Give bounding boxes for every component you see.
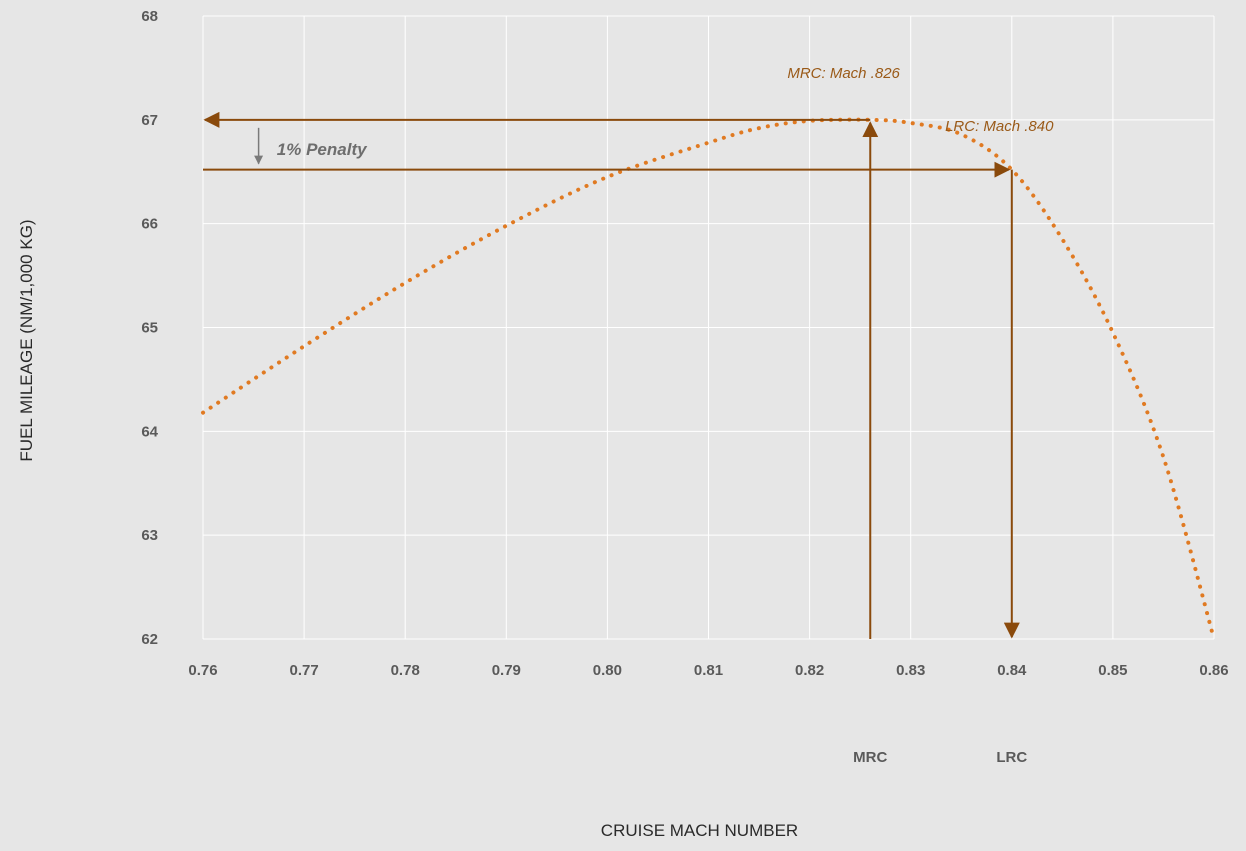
annotation-labels: MRC: Mach .826 LRC: Mach .840 1% Penalty MR… <box>277 65 1054 766</box>
y-tick-label: 62 <box>141 631 158 648</box>
x-tick-label: 0.84 <box>997 662 1027 679</box>
y-tick-label: 64 <box>141 423 158 440</box>
x-axis-title: CRUISE MACH NUMBER <box>601 821 798 840</box>
mrc-annotation: MRC: Mach .826 <box>787 65 900 82</box>
penalty-label: 1% Penalty <box>277 140 368 159</box>
x-tick-label: 0.82 <box>795 662 824 679</box>
x-tick-label: 0.85 <box>1098 662 1127 679</box>
x-tick-label: 0.79 <box>492 662 521 679</box>
x-tick-label: 0.86 <box>1199 662 1228 679</box>
y-tick-label: 67 <box>141 112 158 129</box>
y-tick-label: 65 <box>141 320 158 337</box>
x-tick-label: 0.78 <box>391 662 420 679</box>
x-tick-label: 0.81 <box>694 662 723 679</box>
lrc-annotation: LRC: Mach .840 <box>945 118 1054 135</box>
x-tick-label: 0.80 <box>593 662 622 679</box>
x-tick-label: 0.77 <box>289 662 318 679</box>
tick-labels: 0.76 0.77 0.78 0.79 0.80 0.81 0.82 0.83 0.84 0.85… <box>141 8 1228 679</box>
grid <box>202 15 1215 640</box>
lrc-marker-label: LRC <box>996 749 1027 766</box>
y-tick-label: 66 <box>141 216 158 233</box>
y-axis-title: FUEL MILEAGE (NM/1,000 KG) <box>17 219 36 461</box>
annotation-arrows <box>203 111 1020 639</box>
mrc-marker-label: MRC <box>853 749 887 766</box>
x-tick-label: 0.83 <box>896 662 925 679</box>
y-tick-label: 68 <box>141 8 158 25</box>
y-tick-label: 63 <box>141 527 158 544</box>
x-tick-label: 0.76 <box>188 662 217 679</box>
